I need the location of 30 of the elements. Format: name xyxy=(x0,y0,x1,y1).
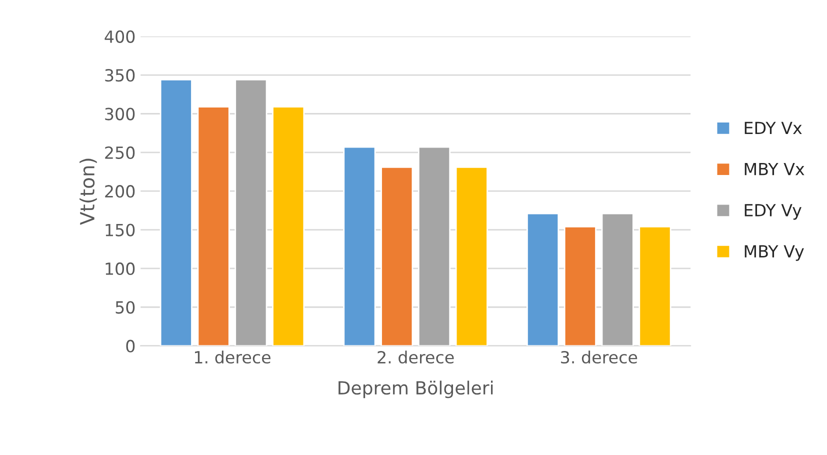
y-axis-title: Vt(ton) xyxy=(80,158,97,225)
bar xyxy=(234,79,268,346)
y-tick-label: 400 xyxy=(104,30,135,43)
bar xyxy=(601,212,634,346)
bar xyxy=(418,146,451,346)
y-tick-label: 150 xyxy=(106,224,135,236)
bar xyxy=(160,79,192,346)
y-tick-label: 0 xyxy=(126,340,135,352)
y-tick-label: 300 xyxy=(105,108,135,120)
y-tick-label: 200 xyxy=(105,185,135,198)
bar xyxy=(638,226,672,346)
x-tick-label: 2. derece xyxy=(378,350,454,364)
x-tick-label: 3. derece xyxy=(561,350,638,364)
legend-label: MBY Vy xyxy=(744,245,804,261)
legend-label: EDY Vx xyxy=(744,122,802,134)
bar xyxy=(197,106,230,346)
y-tick-label: 100 xyxy=(106,262,135,276)
y-tick-label: 250 xyxy=(105,146,135,159)
legend-label: MBY Vx xyxy=(744,162,804,176)
x-axis-title: Deprem Bölgeleri xyxy=(338,380,493,398)
bar xyxy=(272,106,305,346)
bar xyxy=(343,146,376,346)
y-tick-label: 350 xyxy=(105,69,135,82)
bar xyxy=(564,226,596,346)
legend-label: EDY Vy xyxy=(744,204,802,220)
x-tick-label: 1. derece xyxy=(194,350,270,364)
bar xyxy=(455,166,488,346)
bar xyxy=(526,212,560,346)
y-tick-label: 50 xyxy=(116,301,135,314)
bar xyxy=(380,166,414,346)
